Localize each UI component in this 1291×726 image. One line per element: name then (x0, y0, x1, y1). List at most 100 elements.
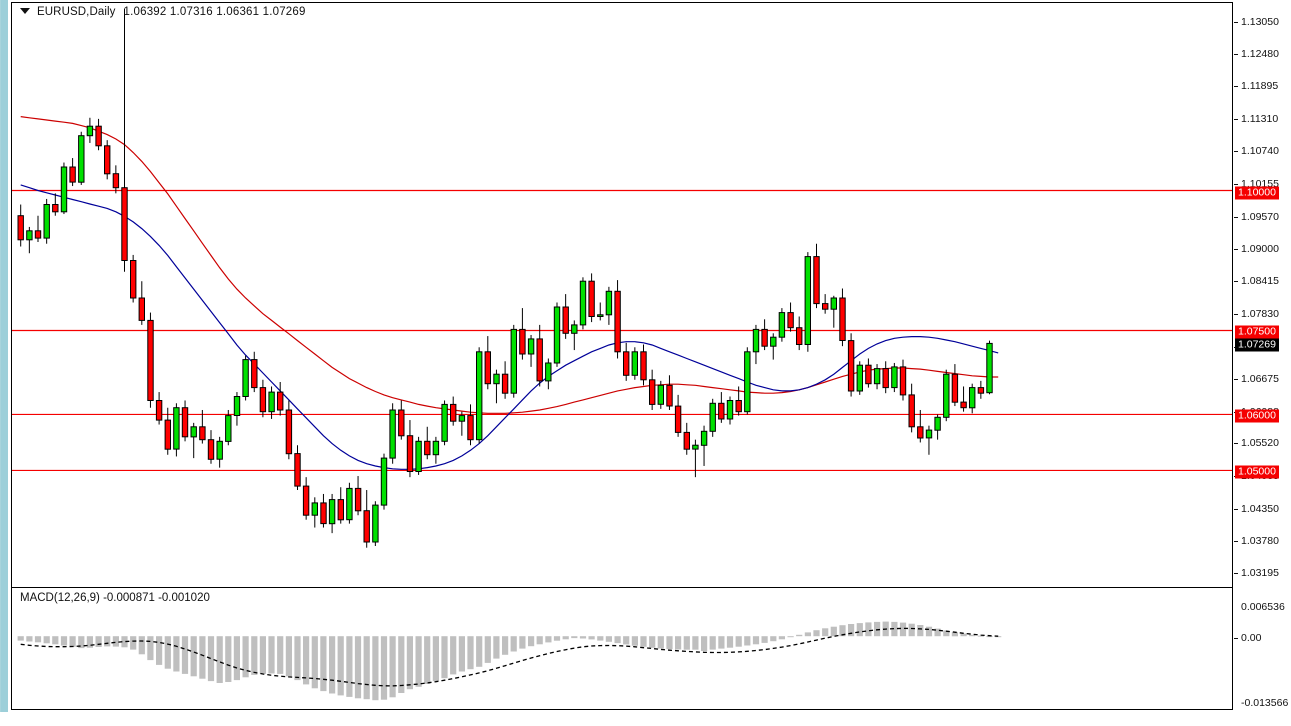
candlestick (34, 215, 42, 243)
macd-histogram-bar (666, 636, 673, 650)
left-scrollbar-thumb[interactable] (1, 0, 8, 712)
macd-histogram-bar (675, 636, 682, 650)
macd-histogram-bar (839, 625, 846, 637)
candle-body (796, 327, 803, 346)
macd-histogram-bar (995, 636, 1002, 638)
macd-histogram-bar (761, 636, 768, 643)
macd-histogram-bar (329, 636, 336, 694)
macd-histogram-bar (233, 636, 240, 681)
price-scale-tick: 1.12480 (1234, 48, 1279, 60)
price-level-badge[interactable]: 1.07500 (1235, 325, 1279, 339)
macd-histogram-bar (519, 636, 526, 649)
candlestick (441, 400, 448, 446)
macd-histogram-bar (467, 636, 474, 670)
candle-body (320, 502, 327, 525)
candlestick (277, 381, 284, 416)
candlestick (873, 364, 881, 390)
macd-histogram-bar (311, 636, 318, 689)
candle-body (43, 204, 50, 239)
macd-histogram-bar (380, 636, 388, 700)
candle-body (225, 415, 232, 442)
macd-histogram-bar (346, 636, 353, 697)
macd-histogram-bar (545, 636, 552, 643)
candlestick (285, 400, 293, 460)
macd-pane[interactable]: MACD(12,26,9) -0.000871 -0.001020 (12, 589, 1232, 709)
macd-histogram-bar (268, 636, 275, 674)
macd-histogram-bar (86, 636, 93, 648)
price-level-badge[interactable]: 1.10000 (1235, 186, 1279, 200)
candle-body (657, 384, 664, 405)
candle-body (943, 373, 950, 418)
price-scale-tick: 1.04350 (1234, 503, 1279, 515)
candlestick (121, 8, 128, 272)
candlestick (268, 386, 275, 419)
macd-histogram-bar (60, 636, 68, 646)
candlestick (302, 477, 310, 520)
candle-body (683, 431, 690, 450)
macd-histogram-bar (43, 636, 50, 644)
price-scale-tick: 1.09000 (1234, 243, 1279, 255)
chevron-down-icon[interactable] (20, 7, 30, 14)
candle-body (337, 499, 345, 521)
candle-body (294, 453, 301, 487)
macd-histogram-bar (95, 636, 102, 647)
candle-body (450, 403, 457, 422)
macd-histogram-bar (830, 626, 837, 637)
macd-histogram-bar (770, 636, 777, 642)
macd-histogram-bar (104, 636, 111, 647)
macd-histogram-bar (735, 636, 742, 647)
candlestick (346, 482, 353, 524)
macd-histogram-bar (536, 636, 543, 645)
candle-body (52, 204, 59, 213)
macd-histogram-bar (631, 636, 638, 646)
candle-body (666, 384, 673, 407)
candlestick (908, 383, 915, 433)
price-level-badge[interactable]: 1.05000 (1235, 465, 1279, 479)
macd-histogram-bar (701, 636, 708, 651)
price-scale-axis[interactable]: 1.13050 1.12480 1.11895 1.11310 1.10740 1.101… (1234, 2, 1291, 710)
macd-histogram-bar (207, 636, 215, 682)
candle-body (986, 342, 993, 394)
tick-mark (1234, 378, 1238, 380)
candlestick (225, 409, 232, 446)
candlestick (830, 295, 837, 328)
macd-histogram-bar (303, 636, 310, 685)
candle-body (501, 373, 509, 394)
candle-body (424, 440, 431, 456)
candlestick (726, 396, 734, 425)
candlestick (605, 286, 613, 325)
macd-histogram-bar (804, 632, 811, 637)
candlestick (380, 453, 388, 510)
tick-mark (1234, 53, 1238, 55)
price-level-badge[interactable]: 1.06000 (1235, 409, 1279, 423)
macd-histogram-bar (138, 636, 145, 655)
macd-histogram-bar (441, 636, 448, 679)
macd-scale-tick: 0.00 (1234, 632, 1261, 644)
macd-histogram-bar (562, 636, 569, 640)
candlestick (510, 324, 518, 398)
left-scrollbar[interactable] (0, 0, 9, 712)
candle-body (752, 328, 760, 353)
macd-histogram-bar (337, 636, 344, 696)
candlestick (104, 140, 111, 180)
candle-body (467, 415, 474, 441)
price-scale-tick-label: 1.08415 (1241, 275, 1279, 288)
candle-body (268, 391, 275, 413)
candlestick (155, 392, 163, 425)
macd-histogram-bar (17, 636, 24, 641)
candle-body (588, 280, 595, 318)
candle-body (977, 387, 985, 394)
candle-body (873, 368, 881, 385)
candlestick (354, 476, 362, 516)
candlestick (527, 334, 535, 367)
candlestick (406, 420, 414, 478)
tick-mark (1234, 638, 1238, 640)
price-pane[interactable]: EURUSD,Daily 1.06392 1.07316 1.06361 1.07… (12, 3, 1232, 588)
macd-histogram-bar (969, 634, 976, 637)
candlestick (199, 409, 206, 444)
candlestick (26, 226, 33, 254)
candlestick (52, 193, 59, 216)
tick-mark (1234, 314, 1238, 315)
macd-histogram-bar (199, 636, 206, 679)
candlestick (683, 422, 690, 455)
